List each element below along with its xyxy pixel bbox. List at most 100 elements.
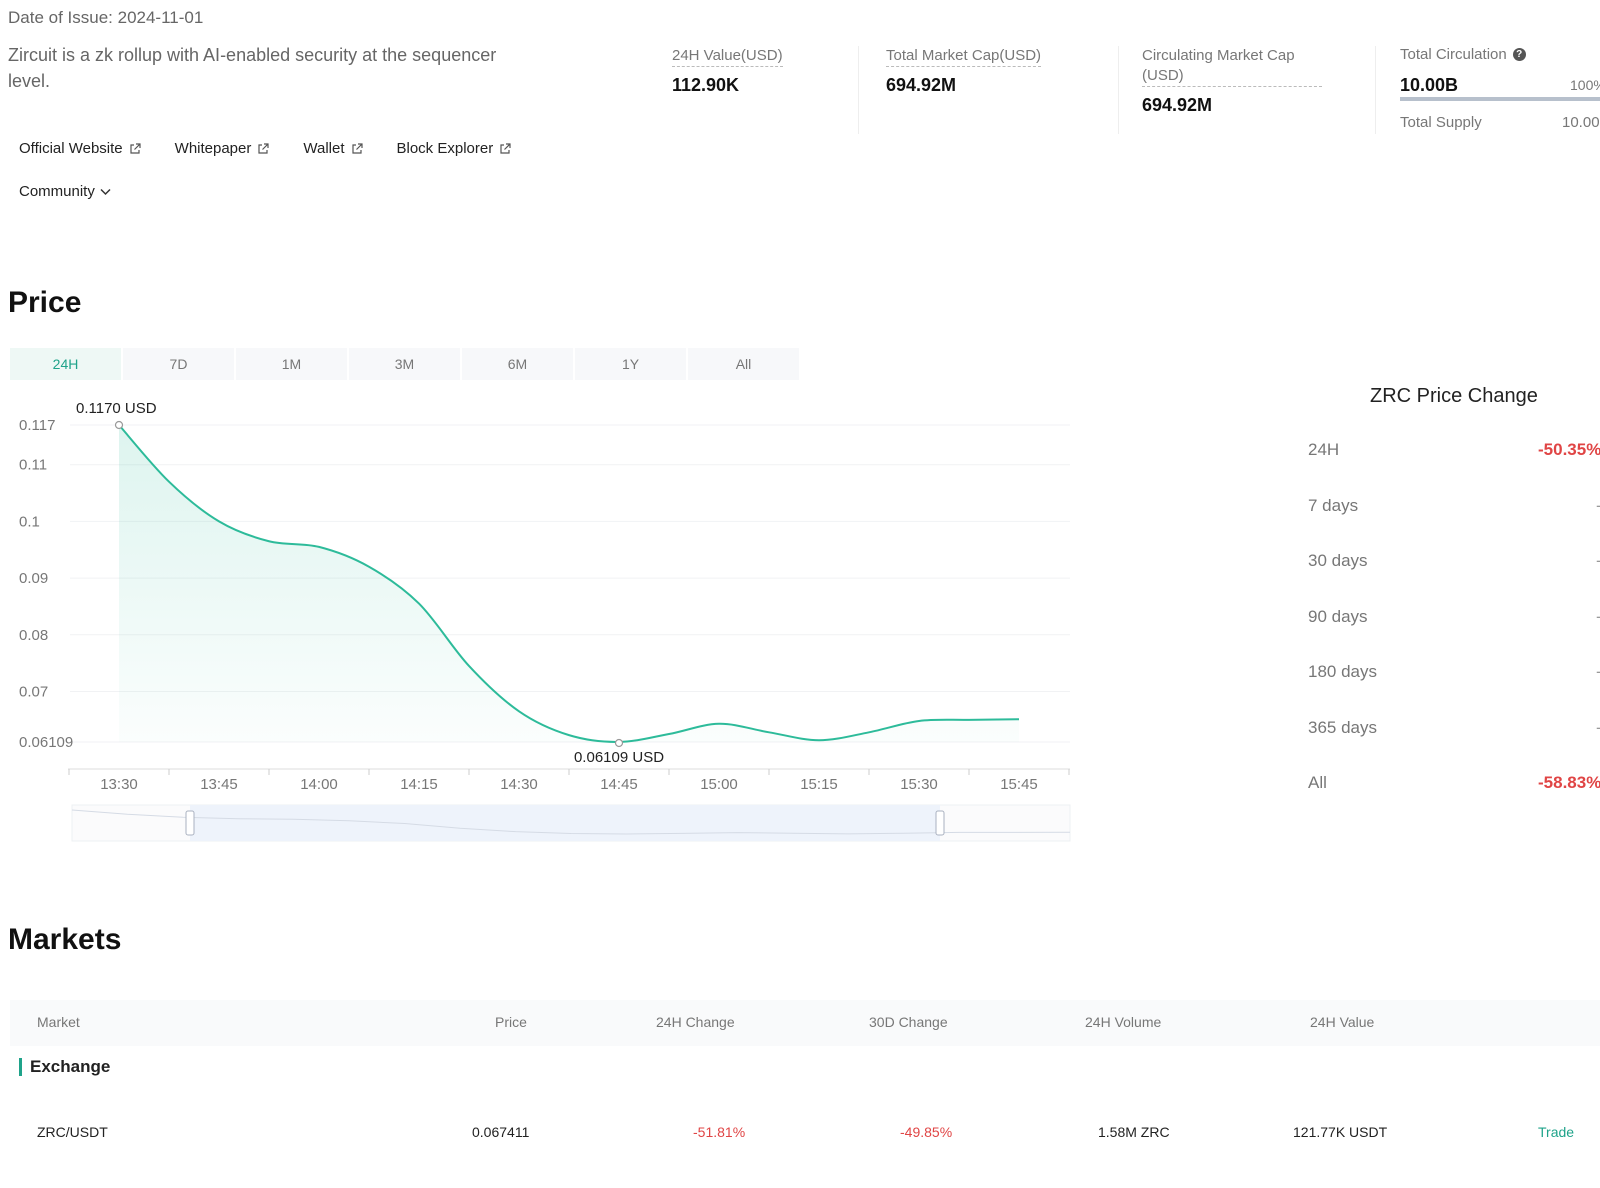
stat-label: Circulating Market Cap (USD)	[1142, 46, 1322, 87]
price-change-period: 24H	[1308, 440, 1340, 459]
market-24h-change: -51.81%	[693, 1124, 746, 1140]
price-chart: 0.117 0.11 0.1 0.09 0.08 0.07 0.06109 13:30 13:4…	[19, 400, 1071, 842]
stat-24h-value: 24H Value(USD) 112.90K	[672, 46, 783, 96]
trade-button[interactable]: Trade	[1538, 1124, 1575, 1140]
wallet-link[interactable]: Wallet	[303, 140, 363, 157]
stat-value: 112.90K	[672, 75, 740, 95]
price-change-row: 90 days -	[1308, 607, 1600, 627]
tab-1y[interactable]: 1Y	[575, 348, 688, 380]
tab-24h[interactable]: 24H	[10, 348, 123, 380]
y-tick-label: 0.06109	[19, 734, 73, 751]
chevron-down-icon	[100, 188, 111, 195]
time-range-tabs: 24H 7D 1M 3M 6M 1Y All	[10, 348, 801, 380]
zoom-handle[interactable]	[185, 810, 195, 836]
link-label: Official Website	[19, 140, 123, 157]
link-label: Whitepaper	[174, 140, 252, 157]
x-tick-label: 14:00	[300, 776, 338, 793]
market-30d-change: -49.85%	[900, 1124, 953, 1140]
total-supply-label: Total Supply	[1400, 114, 1482, 131]
zoom-handle[interactable]	[935, 810, 945, 836]
price-change-value: -	[1596, 607, 1600, 627]
x-tick-label: 15:15	[800, 776, 838, 793]
market-24h-value: 121.77K USDT	[1293, 1124, 1388, 1140]
tab-6m[interactable]: 6M	[462, 348, 575, 380]
price-change-value: -58.83%	[1538, 773, 1600, 792]
price-change-period: 7 days	[1308, 495, 1359, 515]
stat-market-cap: Total Market Cap(USD) 694.92M	[886, 46, 1042, 96]
tab-3m[interactable]: 3M	[349, 348, 462, 380]
col-market: Market	[37, 1014, 80, 1030]
community-dropdown[interactable]: Community	[19, 183, 111, 200]
max-price-label: 0.1170 USD	[76, 400, 157, 417]
exchange-section-label: Exchange	[19, 1058, 110, 1076]
total-circulation-value: 10.00B	[1400, 75, 1459, 95]
divider	[1375, 46, 1376, 134]
help-icon[interactable]: ?	[1512, 48, 1526, 61]
external-link-icon	[130, 142, 141, 154]
total-supply-value: 10.00B	[1562, 114, 1600, 131]
x-tick-label: 14:30	[500, 776, 538, 793]
y-tick-label: 0.07	[19, 683, 48, 700]
y-tick-label: 0.117	[19, 417, 55, 434]
price-change-period: 180 days	[1308, 662, 1377, 681]
price-change-value: -	[1596, 551, 1600, 571]
link-label: Block Explorer	[396, 140, 494, 157]
x-tick-label: 15:00	[700, 776, 738, 793]
market-24h-volume: 1.58M ZRC	[1098, 1124, 1170, 1140]
col-price: Price	[495, 1014, 527, 1030]
market-price: 0.067411	[472, 1124, 530, 1140]
price-change-row: 7 days -	[1308, 496, 1600, 516]
circulation-progress-bar	[1400, 97, 1600, 101]
stat-value: 694.92M	[886, 75, 957, 95]
price-change-row: 24H -50.35%	[1308, 440, 1600, 460]
price-change-value: -50.35%	[1538, 440, 1600, 459]
price-change-period: All	[1308, 773, 1327, 792]
price-change-period: 365 days	[1308, 717, 1377, 737]
price-line	[118, 424, 1020, 743]
x-tick-label: 13:45	[200, 776, 238, 793]
divider	[1118, 46, 1119, 134]
tab-7d[interactable]: 7D	[123, 348, 236, 380]
price-change-row: All -58.83%	[1308, 773, 1600, 793]
price-area	[119, 425, 1019, 742]
x-tick-label: 15:30	[900, 776, 938, 793]
price-change-period: 90 days	[1308, 606, 1368, 626]
date-of-issue: Date of Issue: 2024-11-01	[8, 8, 204, 27]
min-price-label: 0.06109 USD	[574, 749, 664, 766]
price-change-row: 30 days -	[1308, 551, 1600, 571]
stat-label: 24H Value(USD)	[672, 46, 783, 67]
col-24h-change: 24H Change	[656, 1014, 735, 1030]
block-explorer-link[interactable]: Block Explorer	[397, 140, 512, 157]
external-link-icon	[258, 142, 269, 154]
col-24h-volume: 24H Volume	[1085, 1014, 1162, 1030]
project-description: Zircuit is a zk rollup with AI-enabled s…	[8, 45, 497, 91]
external-link-icon	[500, 142, 511, 154]
market-pair[interactable]: ZRC/USDT	[37, 1124, 108, 1140]
y-tick-label: 0.09	[19, 570, 48, 587]
y-tick-label: 0.1	[19, 513, 40, 530]
whitepaper-link[interactable]: Whitepaper	[175, 140, 270, 157]
markets-table-header	[10, 1000, 1600, 1046]
y-tick-label: 0.11	[19, 457, 47, 474]
zoom-preview-line	[71, 809, 1071, 835]
divider	[858, 46, 859, 134]
price-change-row: 365 days -	[1308, 718, 1600, 738]
zoom-selected-range	[190, 805, 940, 841]
official-website-link[interactable]: Official Website	[19, 140, 141, 157]
price-change-row: 180 days -	[1308, 662, 1600, 682]
stat-circ-market-cap: Circulating Market Cap (USD) 694.92M	[1142, 46, 1322, 116]
x-tick-label: 15:45	[1000, 776, 1038, 793]
link-label: Wallet	[303, 140, 345, 157]
stat-value: 694.92M	[1142, 95, 1213, 115]
markets-title: Markets	[8, 923, 122, 956]
circulation-percent: 100%	[1570, 77, 1600, 93]
x-tick-label: 14:45	[600, 776, 638, 793]
community-label: Community	[19, 183, 95, 200]
price-section-title: Price	[8, 286, 82, 319]
tab-1m[interactable]: 1M	[236, 348, 349, 380]
external-link-icon	[351, 142, 363, 154]
price-change-value: -	[1596, 496, 1600, 516]
tab-all[interactable]: All	[688, 348, 801, 380]
x-tick-label: 14:15	[400, 776, 438, 793]
max-point-marker	[114, 420, 124, 430]
